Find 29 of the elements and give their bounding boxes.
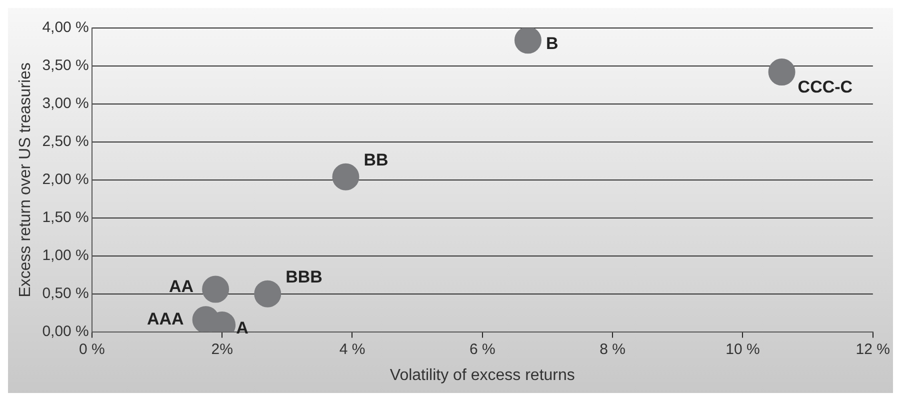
annotation: AAA [146, 309, 184, 328]
y-tick-label: 4,00 % [42, 19, 89, 36]
y-axis-title: Excess return over US treasuries [17, 62, 34, 298]
y-tick-label: 2,00 % [42, 171, 89, 188]
y-tick-label: 1,50 % [42, 209, 89, 226]
x-tick-label: 0 % [78, 340, 105, 358]
x-tick-label: 8 % [600, 340, 626, 358]
y-tick-label: 2,50 % [42, 133, 89, 150]
x-tick-label: 6 % [469, 340, 496, 358]
annotation: AA [168, 276, 194, 296]
point [768, 58, 796, 86]
y-tick-label: 0,00 % [42, 322, 89, 340]
point [202, 276, 230, 303]
annotation: B [546, 34, 558, 53]
y-tick-label: 1,00 % [42, 246, 89, 264]
x-tick-label: 4 % [339, 340, 366, 358]
y-tick-label: 3,50 % [42, 57, 89, 74]
x-axis-title: Volatility of excess returns [390, 366, 575, 384]
x-tick-label: 2% [211, 340, 233, 358]
point [332, 163, 360, 190]
y-tick-label: 3,00 % [42, 95, 89, 112]
point [254, 280, 282, 308]
annotation: CCC-C [798, 78, 853, 97]
x-tick-label: 10 % [726, 340, 760, 358]
y-tick-label: 0,50 % [42, 284, 89, 302]
point [514, 28, 542, 54]
annotation: BBB [286, 268, 322, 287]
annotation: BB [364, 150, 388, 170]
x-tick-label: 12 % [856, 340, 890, 358]
